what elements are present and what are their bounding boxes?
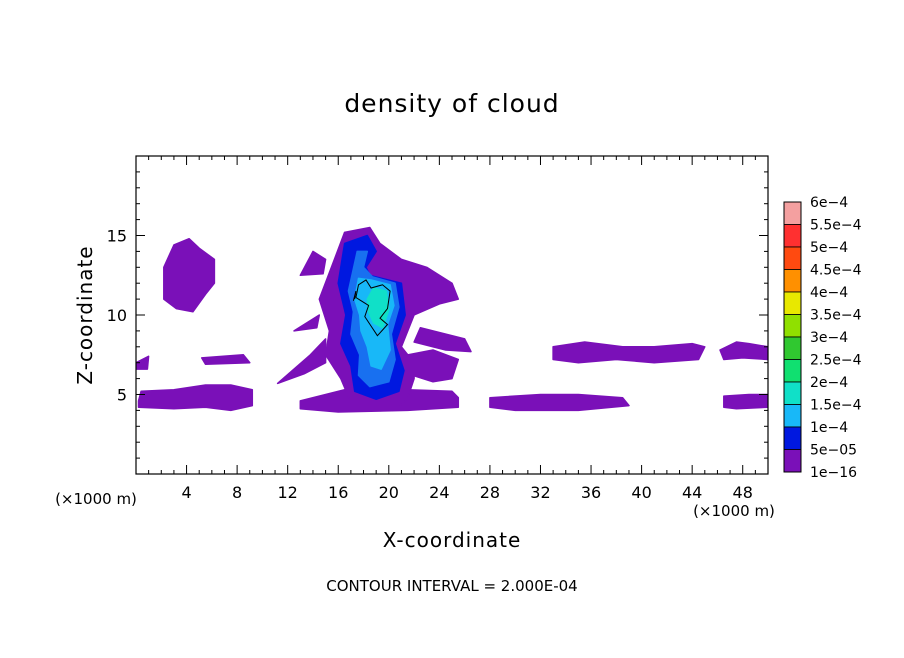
density-region-14 (724, 395, 768, 409)
density-region-0 (164, 239, 215, 312)
density-region-12 (553, 342, 705, 363)
x-tick-label: 4 (181, 483, 191, 502)
y-tick-label: 5 (117, 386, 127, 405)
colorbar-swatch (784, 450, 801, 473)
y-axis-label: Z-coordinate (73, 245, 97, 384)
x-unit-label-left: (×1000 m) (55, 490, 137, 508)
colorbar-label: 1e−4 (810, 420, 848, 436)
colorbar-label: 2e−4 (810, 375, 848, 391)
colorbar-label: 3.5e−4 (810, 308, 862, 324)
x-tick-label: 32 (530, 483, 550, 502)
x-unit-label-right: (×1000 m) (693, 502, 775, 520)
colorbar-swatch (784, 360, 801, 383)
x-tick-label: 40 (631, 483, 651, 502)
density-region-13 (720, 342, 768, 360)
contour-interval-note: CONTOUR INTERVAL = 2.000E-04 (326, 577, 577, 595)
y-tick-label: 15 (107, 227, 127, 246)
density-region-4 (278, 339, 326, 384)
x-tick-label: 36 (581, 483, 601, 502)
colorbar-label: 5e−4 (810, 240, 848, 256)
x-tick-label: 44 (682, 483, 702, 502)
colorbar-swatch (784, 270, 801, 293)
density-region-10 (414, 328, 471, 352)
colorbar-swatch (784, 405, 801, 428)
density-region-9 (408, 350, 459, 382)
cloud-density-regions (136, 228, 768, 413)
colorbar-swatch (784, 427, 801, 450)
density-region-6 (294, 315, 319, 331)
colorbar-label: 1e−16 (810, 465, 857, 481)
x-tick-label: 8 (232, 483, 242, 502)
colorbar-swatch (784, 382, 801, 405)
density-region-5 (300, 251, 325, 275)
x-axis-label: X-coordinate (383, 528, 522, 552)
density-region-11 (490, 395, 629, 411)
x-tick-label: 24 (429, 483, 449, 502)
y-tick-label: 10 (107, 306, 127, 325)
density-region-1 (139, 385, 253, 410)
colorbar-swatch (784, 292, 801, 315)
colorbar-label: 1.5e−4 (810, 398, 862, 414)
x-tick-label: 20 (379, 483, 399, 502)
colorbar-swatch (784, 247, 801, 270)
chart-title: density of cloud (344, 89, 559, 118)
colorbar-swatch (784, 225, 801, 248)
y-axis: 5 10 15 (107, 172, 768, 458)
colorbar-label: 5e−05 (810, 443, 857, 459)
x-tick-label: 16 (328, 483, 348, 502)
colorbar-label: 6e−4 (810, 195, 848, 211)
x-tick-label: 12 (278, 483, 298, 502)
colorbar-label: 5.5e−4 (810, 218, 862, 234)
colorbar-label: 4.5e−4 (810, 263, 862, 279)
x-tick-label: 48 (733, 483, 753, 502)
colorbar-label: 4e−4 (810, 285, 848, 301)
colorbar-swatch (784, 315, 801, 338)
density-region-3 (202, 355, 250, 365)
colorbar-swatch (784, 337, 801, 360)
x-tick-label: 28 (480, 483, 500, 502)
colorbar-label: 3e−4 (810, 330, 848, 346)
colorbar-label: 2.5e−4 (810, 353, 862, 369)
plot-frame (136, 156, 768, 474)
colorbar-swatch (784, 202, 801, 225)
colorbar: 6e−4 5.5e−4 5e−4 4.5e−4 4e−4 3.5e−4 3e−4 2.5e−4… (784, 195, 862, 481)
